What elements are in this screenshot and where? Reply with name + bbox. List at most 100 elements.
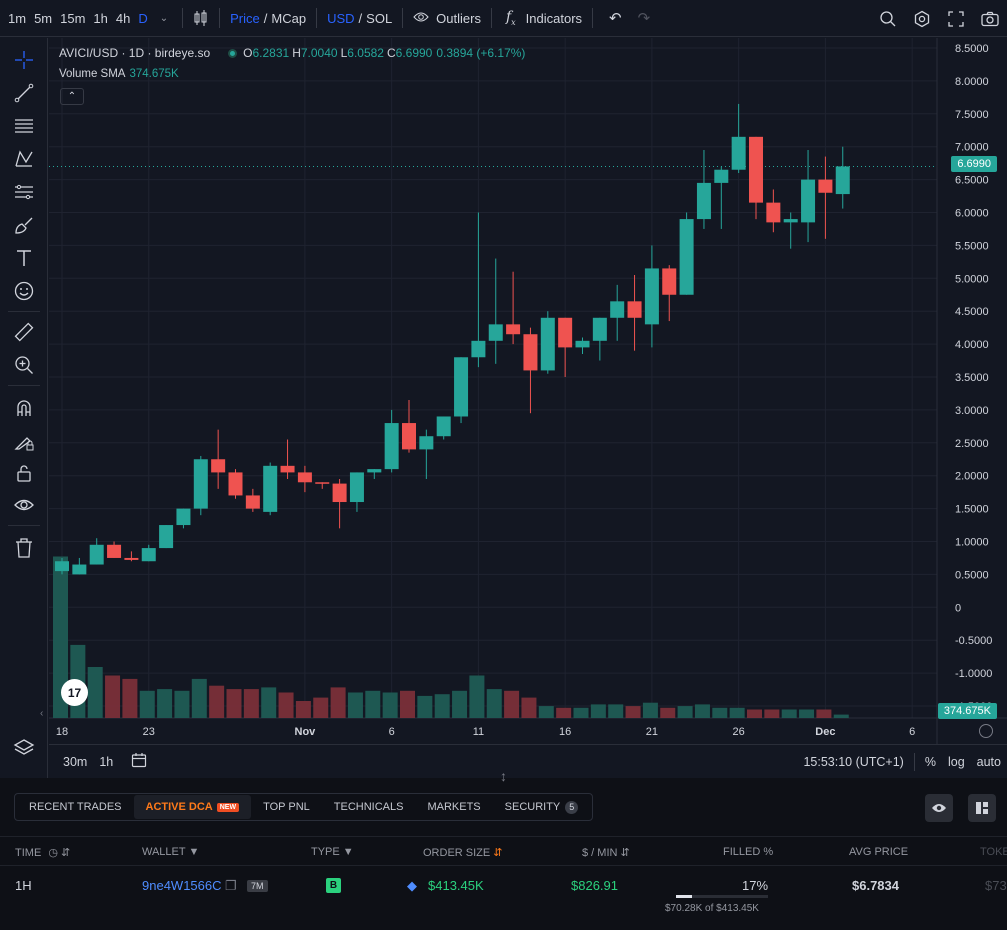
candle-body bbox=[419, 436, 434, 450]
lock-drawing-icon[interactable] bbox=[8, 427, 40, 455]
candle-body bbox=[349, 472, 364, 503]
ohlc-legend: AVICI/USD · 1D · birdeye.so O 6.2831 H 7.0… bbox=[59, 46, 525, 60]
table-row[interactable]: 1H 9ne4W1566C ❐ 7M B ◆ $413.45K $826.91 … bbox=[0, 867, 1007, 930]
timeframe-1h[interactable]: 1h bbox=[93, 10, 108, 26]
candle-type-icon[interactable] bbox=[189, 0, 213, 37]
y-tick-label: 8.5000 bbox=[955, 43, 989, 55]
percent-scale-toggle[interactable]: % bbox=[924, 755, 936, 769]
clock-readout[interactable]: 15:53:10 (UTC+1) bbox=[803, 755, 904, 769]
resize-handle-icon[interactable]: ↕ bbox=[500, 768, 507, 784]
undo-icon[interactable]: ↶ bbox=[609, 10, 622, 27]
x-tick-label: 23 bbox=[143, 726, 155, 738]
log-scale-toggle[interactable]: log bbox=[947, 755, 965, 769]
divider bbox=[8, 385, 40, 386]
row-wallet-link[interactable]: 9ne4W1566C bbox=[142, 878, 222, 893]
camera-icon[interactable] bbox=[973, 0, 1007, 37]
zoom-in-icon[interactable] bbox=[8, 351, 40, 379]
layout-button[interactable] bbox=[968, 794, 996, 822]
candle-body bbox=[766, 202, 781, 223]
redo-icon[interactable]: ↷ bbox=[637, 10, 651, 27]
tab-top-pnl[interactable]: TOP PNL bbox=[263, 801, 310, 813]
timeframe-15m[interactable]: 15m bbox=[60, 10, 86, 26]
auto-scale-toggle[interactable]: auto bbox=[976, 755, 1001, 769]
fullscreen-icon[interactable] bbox=[939, 0, 973, 37]
copy-icon[interactable]: ❐ bbox=[225, 878, 237, 893]
reset-scale-icon[interactable] bbox=[979, 724, 993, 738]
horizontal-lines-icon[interactable] bbox=[8, 112, 40, 140]
pattern-icon[interactable] bbox=[8, 145, 40, 173]
candle-body bbox=[644, 268, 659, 325]
price-chart[interactable]: 8.5000 8.0000 7.5000 7.0000 6.5000 6.0000 5.50… bbox=[40, 38, 1007, 778]
divider bbox=[182, 8, 184, 28]
header-wallet[interactable]: WALLET ▼ bbox=[142, 846, 200, 858]
header-per-min[interactable]: $ / MIN ⇵ bbox=[582, 847, 630, 859]
price-option[interactable]: Price bbox=[230, 10, 260, 26]
tab-security-label: SECURITY bbox=[504, 801, 561, 813]
trash-icon[interactable] bbox=[8, 534, 40, 562]
tab-security[interactable]: SECURITY 5 bbox=[493, 795, 591, 819]
visibility-icon[interactable] bbox=[8, 491, 40, 519]
volume-legend: Volume SMA 374.675K bbox=[59, 68, 179, 80]
timeframe-5m[interactable]: 5m bbox=[34, 10, 53, 26]
range-30m[interactable]: 30m bbox=[63, 754, 88, 769]
trend-line-icon[interactable] bbox=[8, 79, 40, 107]
tab-active-dca-label: ACTIVE DCA bbox=[145, 801, 213, 813]
settings-icon[interactable] bbox=[905, 0, 939, 37]
header-type[interactable]: TYPE ▼ bbox=[311, 846, 354, 858]
candle-body bbox=[679, 219, 694, 295]
timeframe-d[interactable]: D bbox=[138, 10, 148, 26]
candle-body bbox=[835, 166, 850, 195]
mcap-option[interactable]: MCap bbox=[271, 10, 307, 26]
tab-recent-trades[interactable]: RECENT TRADES bbox=[29, 801, 122, 813]
layout-icon bbox=[976, 802, 988, 814]
volume-bar bbox=[677, 706, 693, 718]
tab-active-dca[interactable]: ACTIVE DCA NEW bbox=[133, 795, 252, 819]
sort-icon: ⇵ bbox=[620, 847, 630, 859]
unlock-icon[interactable] bbox=[8, 459, 40, 487]
volume-bar bbox=[278, 692, 294, 718]
range-1h[interactable]: 1h bbox=[99, 754, 114, 769]
brush-icon[interactable] bbox=[8, 211, 40, 239]
header-avg-price[interactable]: AVG PRICE bbox=[849, 846, 909, 858]
candlestick-chart[interactable]: 8.5000 8.0000 7.5000 7.0000 6.5000 6.0000 5.50… bbox=[49, 38, 1007, 744]
low-value: 6.0582 bbox=[347, 46, 384, 60]
candle-body bbox=[558, 317, 573, 348]
timeframe-4h[interactable]: 4h bbox=[115, 10, 131, 26]
magnet-icon[interactable] bbox=[8, 394, 40, 422]
chevron-down-icon[interactable]: ⌄ bbox=[159, 12, 169, 24]
eye-toggle-button[interactable] bbox=[925, 794, 953, 822]
crosshair-icon[interactable] bbox=[8, 46, 40, 74]
tab-markets[interactable]: MARKETS bbox=[427, 801, 481, 813]
close-key: C bbox=[386, 46, 396, 60]
candle-body bbox=[610, 301, 625, 318]
usd-sol-toggle[interactable]: USD / SOL bbox=[323, 0, 396, 37]
volume-bar bbox=[330, 687, 346, 718]
candle-body bbox=[176, 508, 191, 526]
outliers-button[interactable]: Outliers bbox=[409, 0, 485, 37]
candle-body bbox=[714, 169, 729, 183]
candle-body bbox=[402, 423, 416, 450]
emoji-icon[interactable] bbox=[8, 277, 40, 305]
ruler-icon[interactable] bbox=[8, 318, 40, 346]
y-tick-label: 1.0000 bbox=[955, 537, 989, 549]
sol-option[interactable]: SOL bbox=[366, 10, 393, 26]
search-zoom-icon[interactable] bbox=[871, 0, 905, 37]
timeframe-1m[interactable]: 1m bbox=[8, 10, 27, 26]
header-filled[interactable]: FILLED % bbox=[723, 846, 774, 858]
x-tick-label: Nov bbox=[295, 726, 317, 738]
usd-option[interactable]: USD bbox=[327, 10, 355, 26]
header-time[interactable]: TIME ◷ ⇵ bbox=[15, 847, 71, 859]
x-tick-label: 6 bbox=[909, 726, 915, 738]
layers-icon[interactable] bbox=[8, 734, 40, 762]
header-token[interactable]: TOKE bbox=[980, 846, 1007, 858]
indicators-button[interactable]: fx Indicators bbox=[498, 0, 586, 37]
tab-technicals[interactable]: TECHNICALS bbox=[333, 801, 404, 813]
price-mcap-toggle[interactable]: Price / MCap bbox=[226, 0, 310, 37]
header-order-size[interactable]: ORDER SIZE ⇵ bbox=[423, 847, 503, 859]
date-range-icon[interactable] bbox=[119, 752, 153, 771]
collapse-legend-button[interactable]: ⌃ bbox=[60, 88, 84, 105]
row-filled-pct: 17% bbox=[742, 878, 769, 893]
text-tool-icon[interactable] bbox=[8, 244, 40, 272]
fib-tool-icon[interactable] bbox=[8, 178, 40, 206]
scroll-left-icon[interactable]: ‹ bbox=[40, 708, 44, 719]
